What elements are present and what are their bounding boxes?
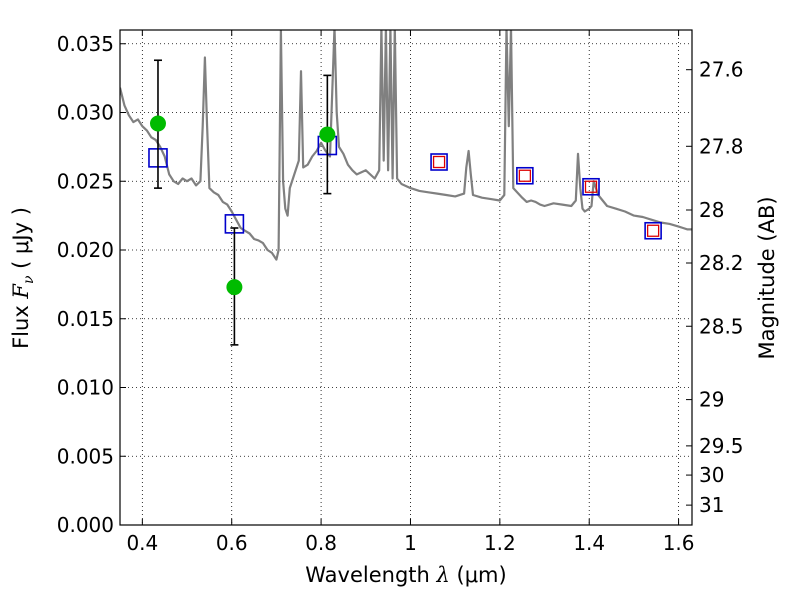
y-tick-label: 0.030 (57, 101, 114, 125)
y-axis-title-sub: ν (21, 275, 37, 284)
model-photometry-outer-marker (516, 166, 534, 185)
model-photometry-inner-marker (646, 224, 660, 237)
x-tick-label: 0.8 (305, 531, 337, 555)
y-axis-title: Flux Fν ( μJy ) (9, 207, 37, 349)
y-tick-label: 0.020 (57, 238, 114, 262)
axes-ticks: 0.4 0.6 0.8 1 1.2 1.4 1.6 0.000 0.005 0.010 0.015 0… (57, 30, 744, 555)
y-axis-title-prefix: Flux (9, 299, 33, 349)
x-axis-title-symbol: λ (436, 563, 450, 587)
x-axis-title-prefix: Wavelength (305, 563, 436, 587)
y2-tick-label: 29 (699, 388, 724, 412)
model-photometry-outer-marker (644, 221, 662, 240)
observed-point (226, 279, 243, 296)
model-photometry-outer-marker (430, 153, 448, 171)
x-tick-label: 1.4 (573, 531, 605, 555)
y2-tick-label: 31 (699, 493, 724, 517)
y2-tick-label: 28.5 (699, 314, 744, 338)
y2-tick-label: 30 (699, 463, 724, 487)
plot-area (120, 30, 692, 346)
x-tick-label: 0.6 (216, 531, 248, 555)
y-tick-label: 0.000 (57, 513, 114, 537)
model-photometry-inner-marker (432, 155, 446, 169)
y-tick-label: 0.010 (57, 376, 114, 400)
observed-point (319, 126, 336, 143)
x-tick-label: 0.4 (126, 531, 158, 555)
y2-tick-label: 27.6 (699, 58, 744, 82)
x-tick-label: 1.6 (663, 531, 695, 555)
y2-tick-label: 27.8 (699, 134, 744, 158)
x-axis-title-unit: (μm) (450, 563, 507, 587)
model-spectrum-line (120, 30, 692, 261)
y2-tick-label: 28 (699, 198, 724, 222)
observed-point (149, 115, 166, 132)
y-axis-title-unit: ( μJy ) (9, 207, 33, 275)
y-tick-label: 0.025 (57, 169, 114, 193)
y-axis-title-symbol: F (9, 283, 33, 300)
y-tick-label: 0.005 (57, 444, 114, 468)
y-tick-label: 0.035 (57, 32, 114, 56)
y2-tick-label: 29.5 (699, 434, 744, 458)
x-axis-title: Wavelength λ (μm) (305, 563, 506, 587)
y2-axis-title: Magnitude (AB) (755, 196, 779, 359)
model-photometry-outer-marker (582, 177, 600, 196)
x-tick-label: 1 (404, 531, 417, 555)
plot-content (120, 30, 692, 346)
plot-frame (119, 29, 693, 526)
y2-tick-label: 28.2 (699, 251, 744, 275)
model-photometry-inner-marker (584, 180, 598, 193)
model-photometry-inner-marker (518, 169, 532, 182)
y-tick-label: 0.015 (57, 307, 114, 331)
x-tick-label: 1.2 (484, 531, 516, 555)
